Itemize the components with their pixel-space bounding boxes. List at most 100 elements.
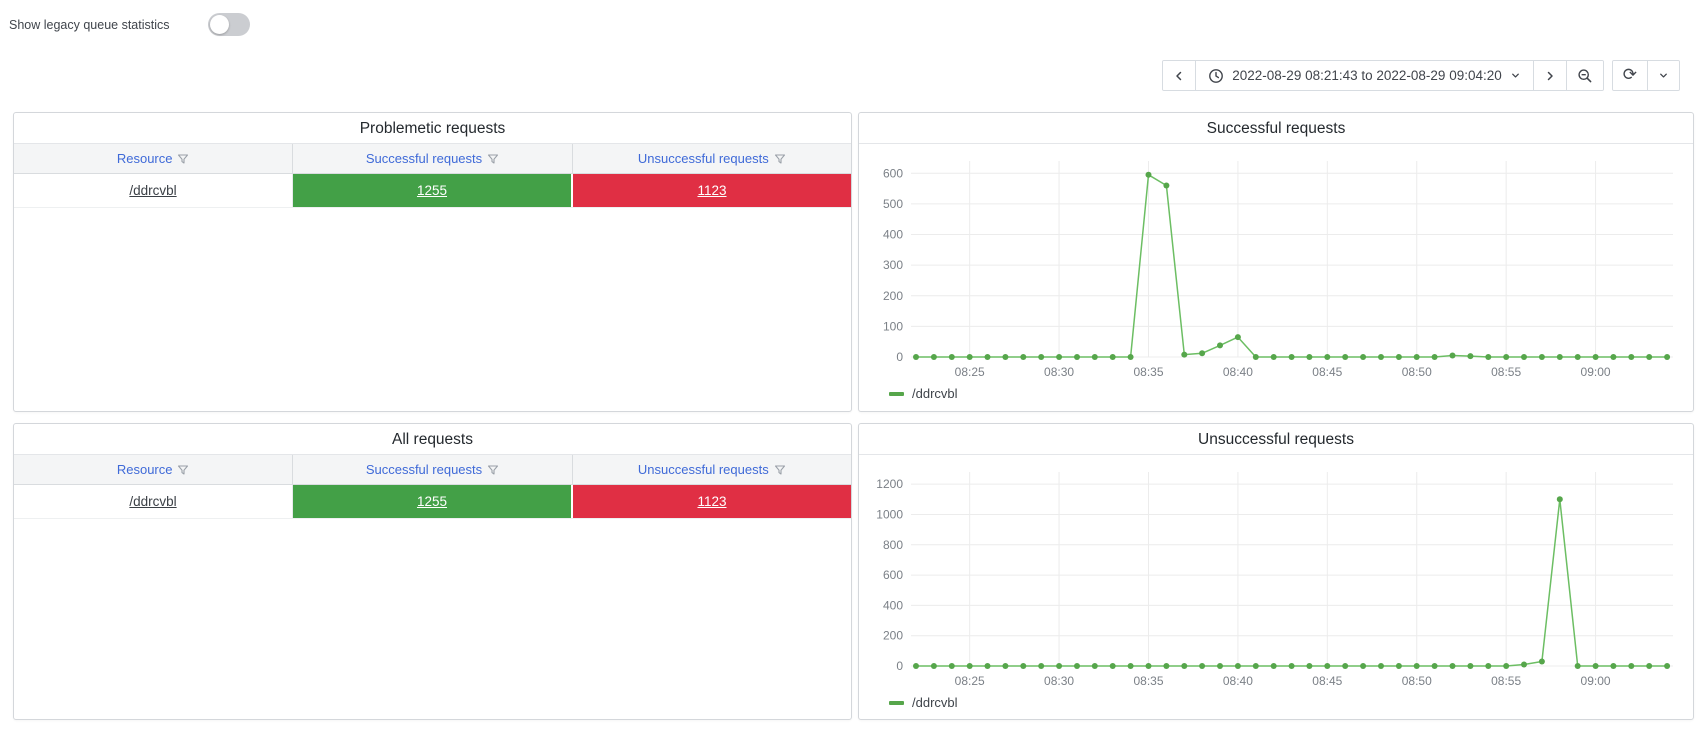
zoom-out-button[interactable] [1566, 61, 1603, 90]
table-row: /ddrcvbl 1255 1123 [14, 174, 851, 208]
column-header-resource[interactable]: Resource [14, 144, 294, 173]
svg-text:08:40: 08:40 [1223, 365, 1253, 379]
time-toolbar: 2022-08-29 08:21:43 to 2022-08-29 09:04:… [1162, 60, 1680, 91]
chart-area: 0 200 400 600 800 1000 1200 08:25 08:30 08:35 08:4… [859, 455, 1693, 716]
time-forward-button[interactable] [1533, 61, 1567, 90]
column-header-resource[interactable]: Resource [14, 455, 294, 484]
refresh-interval-button[interactable] [1648, 61, 1679, 90]
column-label: Resource [116, 462, 173, 477]
time-back-button[interactable] [1163, 61, 1197, 90]
unsuccessful-requests-chart[interactable]: 0 200 400 600 800 1000 1200 08:25 08:30 08:35 08:4… [865, 458, 1687, 692]
column-header-unsuccessful[interactable]: Unsuccessful requests [573, 455, 851, 484]
resource-link[interactable]: /ddrcvbl [129, 183, 177, 198]
svg-text:08:30: 08:30 [1044, 365, 1074, 379]
column-header-unsuccessful[interactable]: Unsuccessful requests [573, 144, 851, 173]
series-color-dash [889, 700, 904, 705]
svg-text:1200: 1200 [876, 477, 903, 491]
svg-text:08:55: 08:55 [1491, 674, 1521, 688]
unsuccessful-count-link[interactable]: 1123 [697, 494, 727, 509]
table-header-row: Resource Successful requests Unsuccessfu… [14, 144, 851, 174]
unsuccessful-count-cell: 1123 [573, 485, 851, 518]
chart-area: 0 100 200 300 400 500 600 08:25 08:30 08:35 08:40 0… [859, 144, 1693, 407]
legend-series-label[interactable]: /ddrcvbl [912, 695, 958, 710]
svg-text:08:35: 08:35 [1133, 674, 1163, 688]
series-color-dash [889, 391, 904, 396]
clock-icon [1208, 68, 1224, 84]
svg-text:1000: 1000 [876, 507, 903, 521]
funnel-icon[interactable] [487, 153, 499, 165]
svg-text:08:50: 08:50 [1402, 674, 1432, 688]
resource-cell: /ddrcvbl [14, 174, 293, 207]
svg-text:600: 600 [883, 568, 903, 582]
funnel-icon[interactable] [774, 153, 786, 165]
refresh-button[interactable]: ⟳ [1612, 61, 1648, 90]
unsuccessful-count-cell: 1123 [573, 174, 851, 207]
table-row: /ddrcvbl 1255 1123 [14, 485, 851, 519]
svg-text:09:00: 09:00 [1581, 365, 1611, 379]
resource-cell: /ddrcvbl [14, 485, 293, 518]
svg-text:08:30: 08:30 [1044, 674, 1074, 688]
legacy-toggle-row: Show legacy queue statistics [9, 13, 250, 36]
successful-count-cell: 1255 [293, 174, 573, 207]
successful-count-link[interactable]: 1255 [416, 494, 448, 509]
panel-title: Problemetic requests [14, 113, 851, 144]
svg-text:08:45: 08:45 [1312, 365, 1342, 379]
svg-text:500: 500 [883, 197, 903, 211]
unsuccessful-count-link[interactable]: 1123 [697, 183, 727, 198]
svg-text:600: 600 [883, 166, 903, 180]
svg-text:09:00: 09:00 [1581, 674, 1611, 688]
chart-legend: /ddrcvbl [865, 383, 1689, 407]
svg-text:200: 200 [883, 289, 903, 303]
resource-link[interactable]: /ddrcvbl [129, 494, 177, 509]
funnel-icon[interactable] [487, 464, 499, 476]
refresh-group: ⟳ [1611, 60, 1680, 91]
svg-text:200: 200 [883, 629, 903, 643]
chevron-down-icon [1510, 70, 1521, 81]
svg-text:08:55: 08:55 [1491, 365, 1521, 379]
svg-text:300: 300 [883, 258, 903, 272]
column-label: Resource [116, 151, 173, 166]
svg-text:0: 0 [896, 350, 903, 364]
chevron-left-icon [1173, 70, 1185, 82]
refresh-icon: ⟳ [1622, 65, 1637, 85]
requests-table: Resource Successful requests Unsuccessfu… [14, 144, 851, 208]
chevron-down-icon [1658, 70, 1669, 81]
svg-text:400: 400 [883, 598, 903, 612]
column-header-successful[interactable]: Successful requests [293, 144, 573, 173]
funnel-icon[interactable] [774, 464, 786, 476]
svg-text:800: 800 [883, 538, 903, 552]
column-label: Unsuccessful requests [637, 462, 769, 477]
table-header-row: Resource Successful requests Unsuccessfu… [14, 455, 851, 485]
svg-text:100: 100 [883, 319, 903, 333]
time-range-text: 2022-08-29 08:21:43 to 2022-08-29 09:04:… [1232, 68, 1502, 83]
column-label: Unsuccessful requests [637, 151, 769, 166]
successful-requests-chart[interactable]: 0 100 200 300 400 500 600 08:25 08:30 08:35 08:40 0… [865, 147, 1687, 383]
panel-successful-requests-chart: Successful requests 0 100 200 300 400 500 600 0… [858, 112, 1694, 412]
legacy-toggle-switch[interactable] [207, 13, 250, 36]
funnel-icon[interactable] [177, 153, 189, 165]
column-label: Successful requests [365, 151, 483, 166]
chart-legend: /ddrcvbl [865, 692, 1689, 716]
requests-table: Resource Successful requests Unsuccessfu… [14, 455, 851, 519]
successful-count-cell: 1255 [293, 485, 573, 518]
chevron-right-icon [1544, 70, 1556, 82]
svg-text:08:40: 08:40 [1223, 674, 1253, 688]
panel-title: All requests [14, 424, 851, 455]
panel-unsuccessful-requests-chart: Unsuccessful requests 0 200 400 600 800 1000 1… [858, 423, 1694, 720]
toggle-knob-icon [209, 15, 229, 34]
svg-text:08:25: 08:25 [955, 365, 985, 379]
panel-problematic-requests: Problemetic requests Resource Successful… [13, 112, 852, 412]
successful-count-link[interactable]: 1255 [416, 183, 448, 198]
svg-text:08:50: 08:50 [1402, 365, 1432, 379]
panel-title: Successful requests [859, 113, 1693, 144]
column-header-successful[interactable]: Successful requests [293, 455, 573, 484]
svg-text:400: 400 [883, 228, 903, 242]
funnel-icon[interactable] [177, 464, 189, 476]
time-range-button[interactable]: 2022-08-29 08:21:43 to 2022-08-29 09:04:… [1196, 61, 1534, 90]
time-range-group: 2022-08-29 08:21:43 to 2022-08-29 09:04:… [1162, 60, 1604, 91]
legacy-toggle-label: Show legacy queue statistics [9, 17, 170, 32]
panel-title: Unsuccessful requests [859, 424, 1693, 455]
column-label: Successful requests [365, 462, 483, 477]
svg-text:08:45: 08:45 [1312, 674, 1342, 688]
legend-series-label[interactable]: /ddrcvbl [912, 386, 958, 401]
